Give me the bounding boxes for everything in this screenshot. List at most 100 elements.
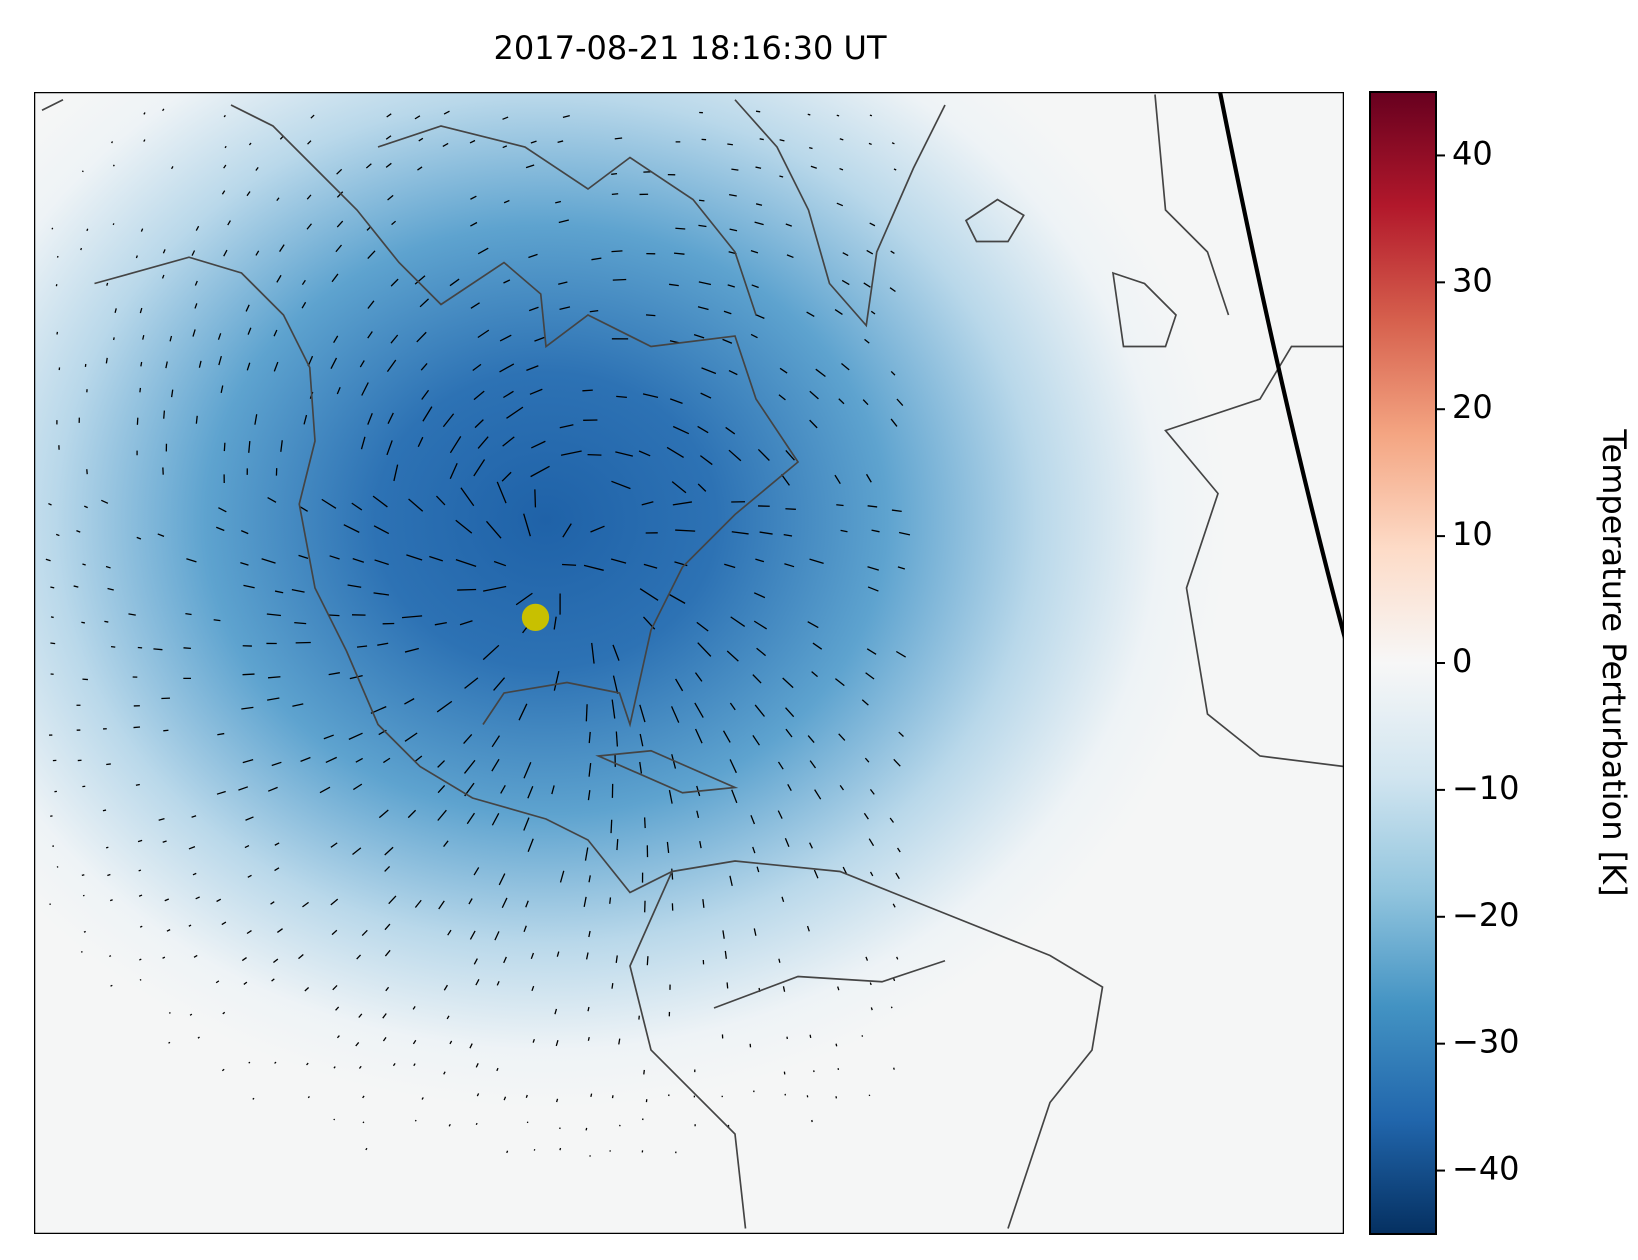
wind-vector [223,442,226,452]
wind-vector [639,761,643,774]
wind-vector [128,613,136,616]
wind-vector [838,733,846,741]
wind-vector [191,815,197,818]
wind-vector [838,398,845,405]
wind-vector [889,817,895,823]
wind-vector [551,785,555,795]
wind-vector [449,436,462,454]
wind-vector [585,952,589,960]
wind-vector [240,530,249,535]
wind-vector [755,203,763,206]
wind-vector [50,616,54,619]
greenland [734,99,946,328]
colorbar [1369,91,1437,1235]
wind-vector [482,644,500,661]
wind-vector [753,592,766,599]
wind-vector [841,362,850,371]
wind-vector [731,168,739,171]
wind-vector [437,809,447,821]
wind-vector [842,252,849,257]
wind-vector [639,704,646,723]
wind-vector [755,166,762,169]
wind-vector [367,300,375,309]
wind-vector [242,673,255,676]
wind-vector [223,114,226,118]
wind-vector [777,761,784,770]
wind-vector [864,338,870,344]
wind-vector [778,394,786,401]
wind-vector [307,1096,310,1099]
wind-vector [753,928,757,936]
wind-vector [459,620,473,626]
wind-vector [475,1122,478,1126]
wind-vector [384,949,391,957]
wind-vector [523,513,531,537]
wind-vector [477,247,489,255]
observation-site [521,603,550,632]
wind-vector [491,735,501,748]
wind-vector [757,448,770,461]
wind-vector [194,280,198,286]
wind-vector [360,436,366,450]
wind-vector [274,842,280,846]
wind-vector [195,896,200,900]
wind-vector [198,360,202,368]
wind-vector [247,874,252,878]
wind-vector [503,199,510,204]
wind-vector [435,495,446,506]
wind-vector [750,333,758,339]
wind-vector [807,621,819,629]
wind-vector [460,487,475,507]
colorbar-tick-label: 10 [1452,515,1493,553]
wind-vector [271,978,275,982]
wind-vector [472,363,482,371]
wind-vector [246,930,252,935]
wind-vector [646,956,649,966]
wind-vector [807,113,811,116]
wind-vector [185,612,192,616]
wind-vector [473,958,478,965]
wind-vector [335,1006,340,1011]
wind-vector [216,790,226,795]
wind-vector [779,175,784,178]
wind-vector [240,561,249,566]
wind-vector [356,645,368,648]
wind-vector [493,677,506,691]
wind-vector [222,1011,226,1015]
wind-vector [437,785,446,794]
wind-vector [834,309,843,315]
wind-vector [645,314,656,317]
wind-vector [241,957,247,962]
wind-vector [693,334,705,339]
wind-vector [218,355,222,366]
wind-vector [248,142,252,146]
wind-vector [301,301,307,309]
wind-vector [352,558,365,563]
wind-vector [213,619,221,622]
wind-vector [722,338,733,344]
wind-vector [273,958,279,964]
wind-vector [671,868,674,880]
wind-vector [562,114,570,119]
wind-vector [534,336,545,342]
wind-vector [813,869,819,879]
wind-vector [217,732,225,736]
wind-vector [609,897,612,904]
wind-vector [611,699,616,719]
wind-vector [583,896,587,907]
wind-vector [639,588,659,601]
wind-vector [417,436,424,448]
wind-vector [643,563,658,569]
wind-vector [752,735,760,746]
wind-vector [384,923,391,931]
wind-vector [442,413,455,428]
colorbar-tick-label: 20 [1452,388,1493,426]
wind-vector [191,250,196,256]
wind-vector [869,114,873,117]
wind-vector [502,436,515,447]
wind-vector [865,956,869,961]
wind-vector [810,165,817,169]
wind-vector [336,168,343,175]
wind-vector [248,1061,251,1064]
wind-vector [221,190,226,195]
